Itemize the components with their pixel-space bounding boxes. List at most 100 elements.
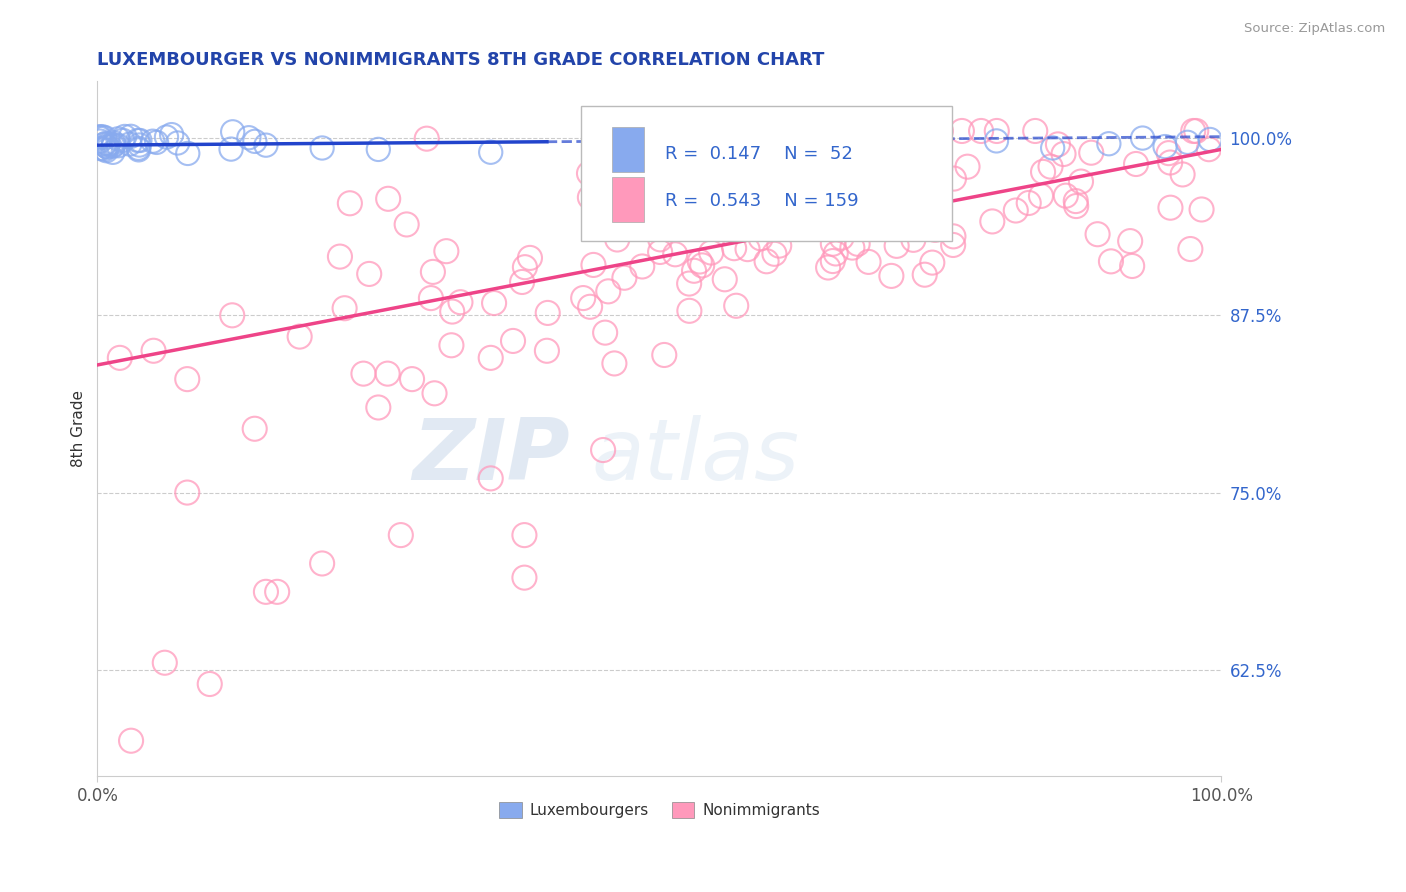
Point <box>441 304 464 318</box>
Point <box>243 422 266 436</box>
Point <box>177 146 200 161</box>
Text: LUXEMBOURGER VS NONIMMIGRANTS 8TH GRADE CORRELATION CHART: LUXEMBOURGER VS NONIMMIGRANTS 8TH GRADE … <box>97 51 825 69</box>
Point <box>114 129 136 144</box>
Point <box>127 141 149 155</box>
Point <box>1052 147 1074 161</box>
Point <box>887 124 910 138</box>
Point <box>97 136 120 151</box>
Point <box>678 303 700 318</box>
Point <box>329 250 352 264</box>
Point <box>1046 137 1069 152</box>
Point <box>537 306 560 320</box>
Point <box>395 218 418 232</box>
Point <box>176 372 198 386</box>
Point <box>603 356 626 370</box>
Point <box>93 137 115 152</box>
Point <box>254 584 277 599</box>
Point <box>664 247 686 261</box>
Point <box>389 528 412 542</box>
Point <box>725 171 748 186</box>
Point <box>579 300 602 314</box>
Point <box>619 162 641 177</box>
Point <box>582 258 605 272</box>
Point <box>1064 199 1087 213</box>
Point <box>94 142 117 156</box>
Point <box>254 138 277 153</box>
Point <box>127 133 149 147</box>
Point <box>1064 194 1087 208</box>
Point <box>929 138 952 153</box>
Point <box>903 124 925 138</box>
Text: R =  0.543    N = 159: R = 0.543 N = 159 <box>665 192 859 210</box>
Point <box>339 196 361 211</box>
Point <box>981 214 1004 228</box>
Point <box>333 301 356 316</box>
Point <box>536 343 558 358</box>
Point <box>721 219 744 234</box>
Point <box>377 192 399 206</box>
Point <box>160 128 183 142</box>
Point <box>502 334 524 348</box>
Point <box>679 194 702 208</box>
Point <box>942 171 965 186</box>
Point <box>1171 168 1194 182</box>
Point <box>894 130 917 145</box>
Point <box>96 139 118 153</box>
Point <box>645 185 668 199</box>
Point <box>650 232 672 246</box>
Point <box>579 190 602 204</box>
Point <box>1080 145 1102 160</box>
Point <box>1159 201 1181 215</box>
Point <box>94 136 117 151</box>
Point <box>103 136 125 150</box>
Point <box>831 230 853 244</box>
Point <box>118 137 141 152</box>
Point <box>1004 203 1026 218</box>
Point <box>755 254 778 268</box>
Point <box>128 133 150 147</box>
Point <box>434 244 457 259</box>
Point <box>513 571 536 585</box>
Point <box>713 272 735 286</box>
Point <box>858 255 880 269</box>
Point <box>311 557 333 571</box>
Point <box>921 255 943 269</box>
Point <box>678 277 700 291</box>
Point <box>1177 136 1199 150</box>
Point <box>221 308 243 322</box>
Point <box>942 238 965 252</box>
Point <box>704 134 727 148</box>
Point <box>1125 157 1147 171</box>
Point <box>91 129 114 144</box>
Point <box>367 401 389 415</box>
Point <box>846 236 869 251</box>
Point <box>107 138 129 153</box>
Point <box>917 182 939 196</box>
Point <box>449 295 471 310</box>
Point <box>101 145 124 160</box>
Point <box>243 134 266 148</box>
Point <box>723 241 745 255</box>
Point <box>153 656 176 670</box>
Point <box>950 124 973 138</box>
Point <box>89 129 111 144</box>
Point <box>737 242 759 256</box>
Legend: Luxembourgers, Nonimmigrants: Luxembourgers, Nonimmigrants <box>492 796 825 824</box>
Point <box>96 144 118 158</box>
Point <box>862 178 884 193</box>
Point <box>221 125 243 139</box>
Point <box>956 160 979 174</box>
Point <box>905 150 928 164</box>
Point <box>1159 155 1181 169</box>
Point <box>725 299 748 313</box>
Point <box>970 124 993 138</box>
Point <box>810 200 832 214</box>
Point <box>803 214 825 228</box>
Point <box>510 275 533 289</box>
Point <box>783 131 806 145</box>
Point <box>89 131 111 145</box>
Point <box>648 244 671 259</box>
Point <box>108 351 131 365</box>
Point <box>311 141 333 155</box>
Point <box>377 367 399 381</box>
